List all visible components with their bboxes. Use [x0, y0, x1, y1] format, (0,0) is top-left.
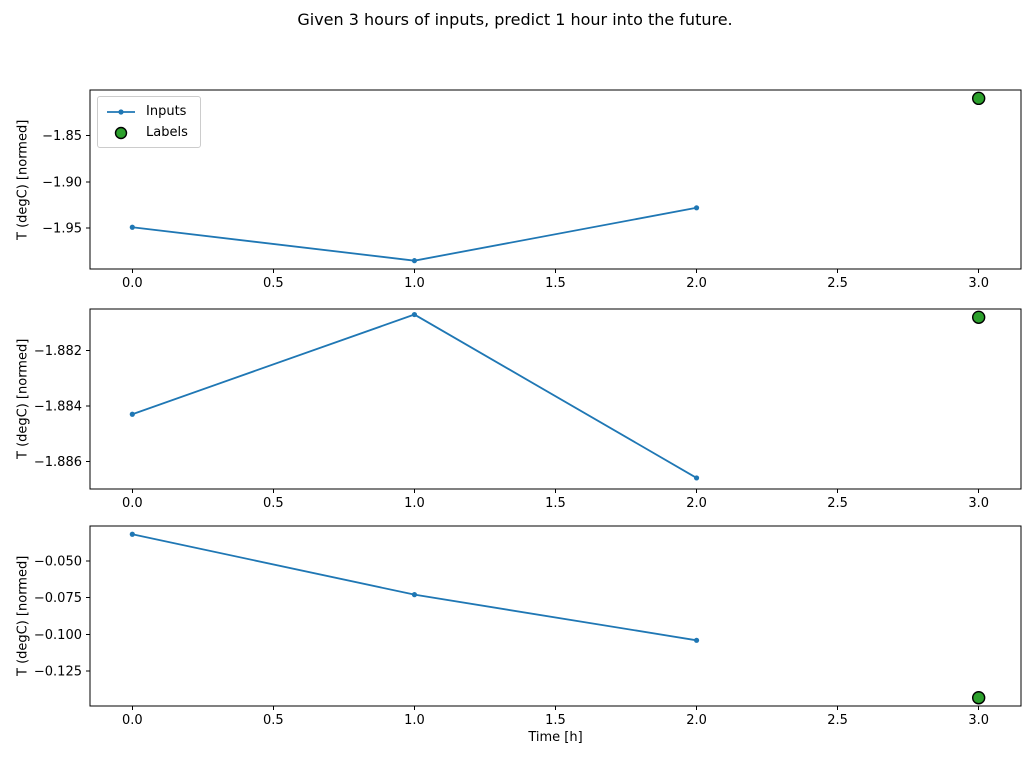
svg-text:2.5: 2.5	[827, 276, 848, 291]
subplot-1-ylabel: T (degC) [normed]	[15, 119, 31, 240]
svg-text:−1.90: −1.90	[42, 175, 82, 190]
subplot-3-canvas: −0.050 −0.075 −0.100 −0.125 0.0 0.5 1.0 1.5 2.0 2…	[34, 525, 1022, 728]
svg-text:2.0: 2.0	[686, 713, 707, 728]
svg-text:1.5: 1.5	[545, 276, 566, 291]
svg-text:0.5: 0.5	[263, 276, 284, 291]
svg-text:−0.125: −0.125	[34, 665, 82, 680]
svg-text:2.0: 2.0	[686, 496, 707, 511]
svg-text:3.0: 3.0	[968, 496, 989, 511]
legend-label-inputs: Inputs	[146, 104, 187, 119]
svg-text:−1.882: −1.882	[34, 344, 82, 359]
legend-item-inputs: Inputs	[105, 101, 188, 122]
svg-text:2.0: 2.0	[686, 276, 707, 291]
svg-text:−0.050: −0.050	[34, 554, 82, 569]
labels-circle-icon	[114, 126, 128, 139]
legend: Inputs Labels	[97, 96, 201, 148]
svg-text:1.5: 1.5	[545, 713, 566, 728]
svg-text:0.5: 0.5	[263, 713, 284, 728]
svg-text:2.5: 2.5	[827, 713, 848, 728]
svg-text:1.0: 1.0	[404, 276, 425, 291]
svg-text:3.0: 3.0	[968, 276, 989, 291]
x-axis-label: Time [h]	[528, 730, 583, 745]
svg-text:0.5: 0.5	[263, 496, 284, 511]
svg-text:3.0: 3.0	[968, 713, 989, 728]
subplot-1-canvas: −1.85 −1.90 −1.95 0.0 0.5 1.0 1.5 2.0 2.5 3.0	[42, 89, 1022, 291]
subplot-3-ylabel: T (degC) [normed]	[15, 555, 31, 677]
svg-text:0.0: 0.0	[122, 496, 143, 511]
svg-text:−0.100: −0.100	[34, 628, 82, 643]
svg-text:−1.884: −1.884	[34, 399, 82, 414]
svg-text:1.5: 1.5	[545, 496, 566, 511]
svg-text:1.0: 1.0	[404, 713, 425, 728]
subplot-2-ylabel: T (degC) [normed]	[15, 338, 31, 460]
svg-text:−1.95: −1.95	[42, 222, 82, 237]
subplot-2-canvas: −1.882 −1.884 −1.886 0.0 0.5 1.0 1.5 2.0 2.5 3.0	[34, 308, 1022, 511]
inputs-line-icon	[107, 108, 135, 115]
svg-text:1.0: 1.0	[404, 496, 425, 511]
svg-text:−0.075: −0.075	[34, 591, 82, 606]
figure-title: Given 3 hours of inputs, predict 1 hour …	[297, 10, 733, 29]
legend-label-labels: Labels	[146, 125, 188, 140]
svg-text:0.0: 0.0	[122, 276, 143, 291]
svg-text:−1.886: −1.886	[34, 455, 82, 470]
svg-text:0.0: 0.0	[122, 713, 143, 728]
legend-item-labels: Labels	[105, 122, 188, 143]
svg-text:2.5: 2.5	[827, 496, 848, 511]
svg-text:−1.85: −1.85	[42, 129, 82, 144]
